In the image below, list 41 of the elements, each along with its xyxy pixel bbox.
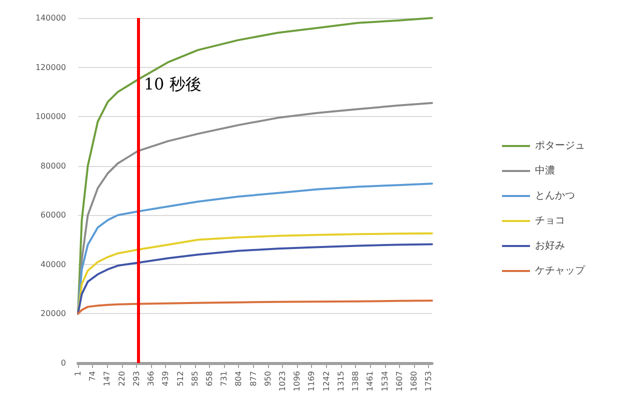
y-tick-label: 80000 — [40, 161, 66, 170]
y-tick-label: 20000 — [40, 309, 66, 318]
x-tick-label: 1023 — [278, 371, 288, 392]
legend-label: ケチャップ — [535, 264, 586, 276]
x-tick-label: 366 — [146, 371, 156, 386]
legend-label: チョコ — [535, 216, 565, 226]
legend-label: お好み — [535, 240, 565, 252]
x-tick-label: 585 — [190, 371, 200, 386]
y-tick-label: 100000 — [35, 112, 66, 122]
ref-line-label: 10 秒後 — [144, 74, 202, 94]
line-series — [77, 300, 433, 315]
x-tick-label: 1242 — [322, 371, 331, 392]
x-tick-label: 950 — [263, 371, 272, 386]
y-tick-label: 120000 — [35, 62, 66, 72]
x-tick-label: 220 — [117, 371, 126, 386]
x-tick-label: 1169 — [307, 371, 316, 392]
x-tick-label: 74 — [88, 371, 98, 382]
y-tick-label: 60000 — [40, 210, 66, 220]
x-tick-label: 1388 — [351, 371, 360, 392]
x-tick-label: 1607 — [394, 371, 404, 392]
x-tick-label: 293 — [132, 371, 141, 386]
x-tick-label: 1 — [74, 371, 82, 376]
x-tick-label: 439 — [161, 371, 170, 386]
x-tick-label: 1680 — [409, 371, 418, 392]
x-tick-label: 877 — [248, 371, 258, 386]
x-tick-label: 658 — [204, 371, 214, 386]
x-tick-label: 804 — [234, 371, 244, 386]
x-tick-label: 1753 — [424, 371, 434, 392]
legend-label: ポタージュ — [535, 140, 585, 152]
x-tick-label: 731 — [220, 371, 229, 386]
x-tick-label: 147 — [102, 371, 112, 386]
x-tick-label: 1461 — [366, 371, 375, 392]
y-tick-label: 140000 — [35, 14, 66, 22]
legend-label: 中濃 — [535, 164, 555, 176]
x-tick-label: 512 — [176, 371, 185, 386]
x-tick-label: 1096 — [292, 371, 302, 392]
x-tick-label: 1534 — [380, 371, 390, 392]
y-tick-label: 40000 — [40, 260, 66, 269]
legend-label: とんかつ — [535, 190, 575, 202]
x-tick-label: 1315 — [336, 371, 346, 392]
y-tick-label: 0 — [60, 358, 66, 368]
